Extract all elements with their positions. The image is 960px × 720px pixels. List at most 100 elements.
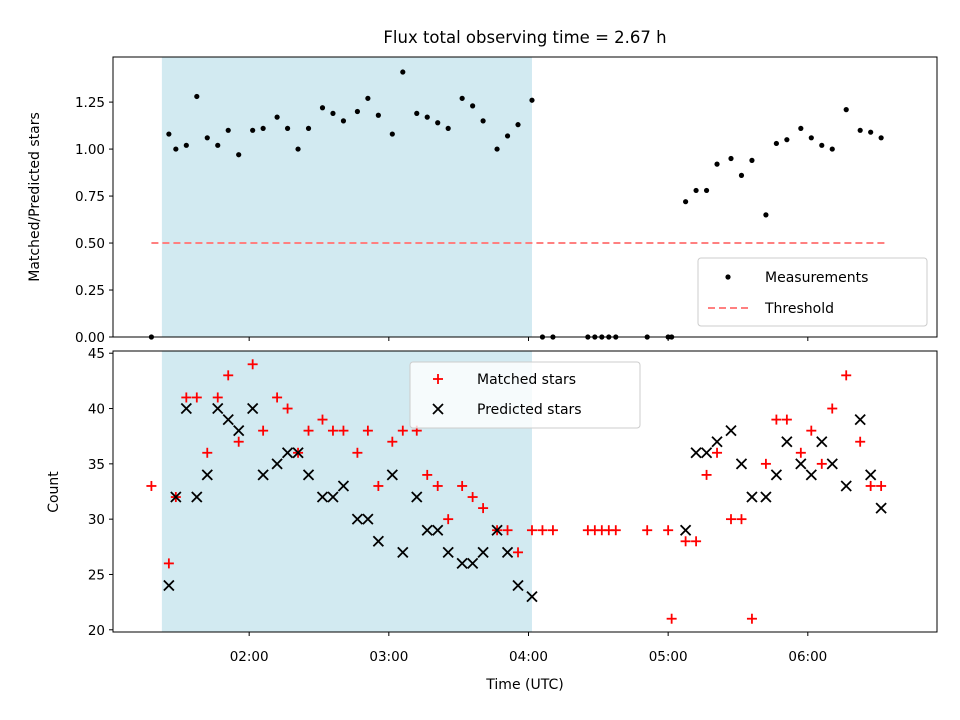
matched-star-point (726, 514, 736, 525)
predicted-star-point (180, 402, 192, 415)
matched-star-point (317, 414, 328, 425)
matched-star-point (865, 480, 876, 491)
predicted-star-point (292, 447, 304, 459)
predicted-star-point (501, 546, 514, 558)
predicted-star-stroke (700, 447, 713, 459)
measurement-point (857, 127, 863, 133)
matched-star-point (502, 525, 513, 536)
predicted-star-stroke (351, 513, 364, 525)
measurement-point (878, 135, 884, 141)
matched-star-point (212, 392, 223, 403)
measurement-point (459, 95, 465, 101)
predicted-star-point (725, 425, 737, 437)
matched-star-point (362, 425, 373, 436)
matched-star-point (282, 403, 293, 414)
matched-star-point (610, 525, 621, 536)
predicted-star-stroke (257, 469, 269, 481)
predicted-star-stroke (512, 579, 524, 592)
matched-star-point (373, 480, 384, 491)
predicted-star-point (805, 469, 817, 481)
predicted-star-stroke (865, 469, 877, 481)
predicted-star-stroke (247, 402, 259, 415)
predicted-star-point (700, 447, 713, 459)
predicted-star-point (795, 458, 807, 470)
predicted-star-point (690, 447, 702, 459)
top-legend-box (697, 257, 928, 327)
predicted-star-point (854, 413, 866, 426)
x-axis-label: Time (UTC) (485, 677, 563, 693)
top-y-tick-label: 1.00 (75, 142, 105, 158)
measurement-point (295, 146, 301, 152)
matched-star-point (272, 392, 283, 403)
measurement-point (868, 129, 874, 135)
predicted-star-stroke (281, 447, 294, 459)
matched-star-point (387, 436, 398, 447)
predicted-star-point (327, 491, 339, 503)
legend-threshold-label: Threshold (764, 301, 834, 317)
measurement-point (773, 140, 779, 147)
measurement-point (194, 93, 200, 100)
measurement-point (819, 142, 825, 148)
matched-star-point (827, 403, 838, 414)
predicted-star-stroke (746, 491, 758, 503)
predicted-star-stroke (816, 436, 828, 448)
predicted-star-point (163, 579, 175, 592)
predicted-star-point (233, 425, 245, 437)
matched-star-point (432, 480, 443, 491)
measurement-point (683, 199, 689, 205)
bottom-legend: Matched stars Predicted stars (409, 361, 641, 429)
predicted-star-stroke (875, 502, 887, 514)
measurement-point (215, 142, 221, 148)
predicted-star-stroke (411, 491, 423, 503)
chart-title: Flux total observing time = 2.67 h (383, 28, 666, 47)
predicted-star-stroke (292, 447, 304, 459)
measurement-point (494, 146, 500, 152)
predicted-star-stroke (477, 546, 489, 558)
predicted-star-point (386, 469, 398, 481)
measurement-point (798, 125, 804, 132)
predicted-star-point (316, 491, 329, 503)
predicted-star-point (222, 413, 234, 426)
measurement-point (389, 131, 395, 137)
top-axes-frame (112, 56, 938, 338)
measurement-point (330, 110, 336, 116)
predicted-star-stroke (316, 491, 329, 503)
top-y-axis-label: Matched/Predicted stars (27, 112, 43, 282)
matched-star-point (841, 370, 852, 381)
matched-star-point (760, 458, 771, 469)
legend-measurements-label: Measurements (765, 270, 868, 286)
matched-star-point (666, 613, 677, 624)
bottom-y-tick-label: 30 (88, 512, 105, 528)
measurement-point (365, 95, 371, 101)
predicted-star-point (212, 402, 224, 415)
top-y-tick-label: 0.75 (75, 189, 105, 205)
predicted-star-point (770, 469, 783, 481)
x-tick-label: 04:00 (509, 649, 548, 665)
predicted-star-point (526, 590, 538, 603)
predicted-star-stroke (233, 425, 245, 437)
predicted-star-point (351, 513, 364, 525)
measurement-point (714, 161, 720, 167)
measurement-point (808, 135, 814, 141)
legend-predicted-marker (432, 403, 444, 415)
predicted-star-stroke (781, 436, 793, 448)
predicted-star-point (760, 491, 772, 503)
predicted-star-stroke (421, 524, 433, 536)
predicted-star-point (679, 524, 692, 536)
predicted-star-stroke (491, 524, 503, 536)
matched-star-point (642, 525, 653, 536)
predicted-star-point (816, 436, 828, 448)
predicted-star-point (411, 491, 423, 503)
measurement-point (738, 172, 745, 178)
measurement-point (204, 135, 210, 141)
measurement-point (354, 108, 361, 115)
measurement-point (435, 120, 441, 126)
matched-star-point (443, 514, 454, 525)
top-ticks: 0.00 0.25 0.50 0.75 1.00 1.25 (75, 95, 809, 346)
matched-star-point (478, 503, 489, 514)
predicted-star-stroke (170, 491, 182, 503)
measurement-point (445, 125, 451, 132)
predicted-star-point (421, 524, 433, 536)
bottom-legend-box (409, 361, 641, 429)
predicted-star-point (442, 546, 454, 558)
